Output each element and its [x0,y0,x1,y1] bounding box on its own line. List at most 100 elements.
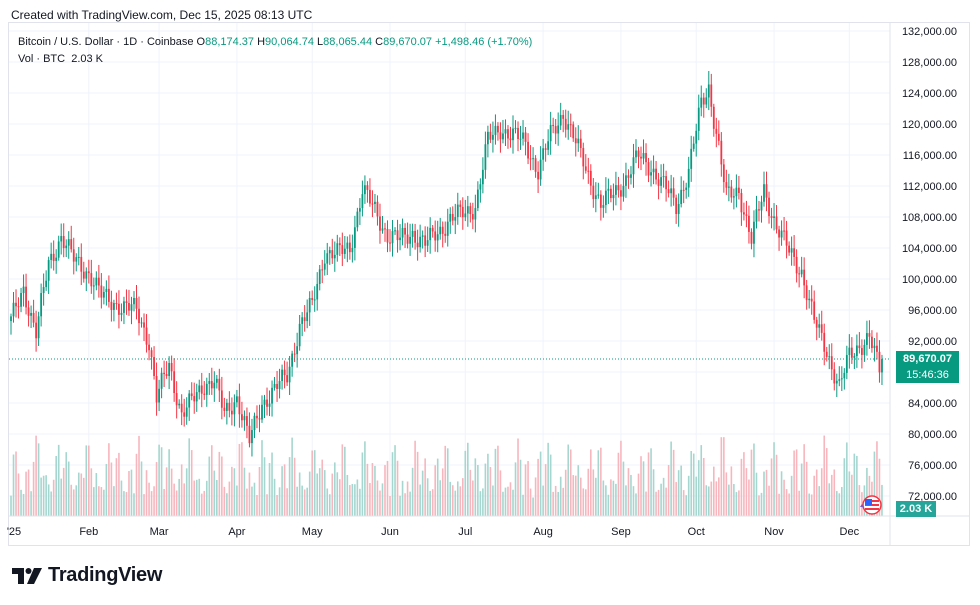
volume-bar [690,451,693,516]
volume-bar [484,463,487,516]
candle-body [838,379,841,381]
candle-body [863,344,866,355]
candle-body [278,380,281,389]
volume-bar [748,479,750,516]
volume-bar [715,481,718,516]
volume-bar [281,466,283,516]
volume-bar [364,441,366,516]
candle-body [406,234,409,244]
candle-body [351,247,354,253]
volume-bar [519,459,522,516]
candle-body [878,351,881,373]
candle-body [213,382,216,389]
volume-bar [346,474,349,516]
volume-bar [135,453,138,516]
candle-body [843,372,846,379]
candle-body [587,170,590,172]
volume-bar [504,487,507,516]
volume-bar [600,447,602,516]
volume-bar [449,481,452,516]
candle-body [532,158,534,160]
volume-bar [675,482,677,516]
tradingview-logo-icon [12,567,42,584]
volume-bar [366,463,369,516]
volume-bar [828,483,831,516]
volume-bar [552,491,554,516]
volume-bar [775,454,778,516]
candle-body [597,194,600,196]
volume-bar [90,468,93,516]
candle-body [348,242,351,253]
volume-bar [75,485,78,516]
candle-body [220,390,223,408]
volume-bar [592,469,595,516]
volume-bar [326,488,329,516]
volume-bar [662,477,665,516]
volume-bar [374,465,376,516]
candle-body [808,298,811,301]
volume-bar [376,480,379,516]
volume-bar [735,492,738,516]
volume-bar [577,465,580,516]
volume-bar [333,462,336,516]
volume-bar [278,487,281,516]
candle-body [384,228,386,230]
candle-body [512,128,514,141]
price-tick-label: 100,000.00 [902,274,957,286]
symbol-title: Bitcoin / U.S. Dollar · 1D · Coinbase [18,36,194,48]
candle-body [637,150,640,157]
volume-bar [650,448,652,516]
volume-bar [180,464,183,516]
volume-bar [120,480,123,516]
price-axis[interactable]: 132,000.00 128,000.00 124,000.00 120,000.00… [9,23,969,545]
candle-body [52,253,55,261]
low-label: L [317,36,324,48]
volume-bar [454,490,457,516]
candle-body [381,228,384,231]
time-tick-label: Oct [688,526,705,538]
candle-body [803,269,806,286]
time-tick-label: Nov [764,526,784,538]
candle-body [790,248,793,253]
candle-body [341,245,344,254]
volume-bar [587,468,590,516]
volume-bar [866,467,868,516]
volume-bar [50,491,52,516]
grid-lines [9,23,890,516]
volume-bar [803,444,805,516]
volume-bar [233,468,236,516]
candle-body [823,332,826,352]
time-tick-label: Jun [381,526,399,538]
candle-body [692,143,695,149]
volume-bar [246,488,248,516]
candle-body [366,185,369,190]
volume-bar [354,484,356,516]
volume-bar [730,466,733,516]
candle-body [120,312,123,315]
candle-body [667,189,670,194]
candle-body [67,239,70,246]
candle-body [328,250,331,254]
candle-body [253,415,256,431]
tradingview-logo[interactable]: TradingView [12,564,162,587]
candle-body [717,133,720,141]
time-axis[interactable]: '25 Feb Mar Apr May Jun Jul Aug Sep Oct Nov Dec [7,526,860,538]
price-tick-label: 72,000.00 [908,491,957,503]
volume-bar [258,466,261,516]
us-flag-icon[interactable] [858,495,884,515]
chart-frame[interactable] [8,22,970,546]
candle-body [582,148,585,167]
volume-bar [853,453,856,516]
candle-body [876,345,878,352]
candle-body [833,369,836,384]
volume-bar [728,484,730,516]
volume-bar [200,493,203,516]
candle-body [499,132,502,140]
candle-body [710,84,713,107]
candle-body [727,186,730,188]
candle-body [32,312,35,323]
candle-body [818,324,821,328]
candle-body [145,327,148,345]
volume-bar [88,445,90,516]
